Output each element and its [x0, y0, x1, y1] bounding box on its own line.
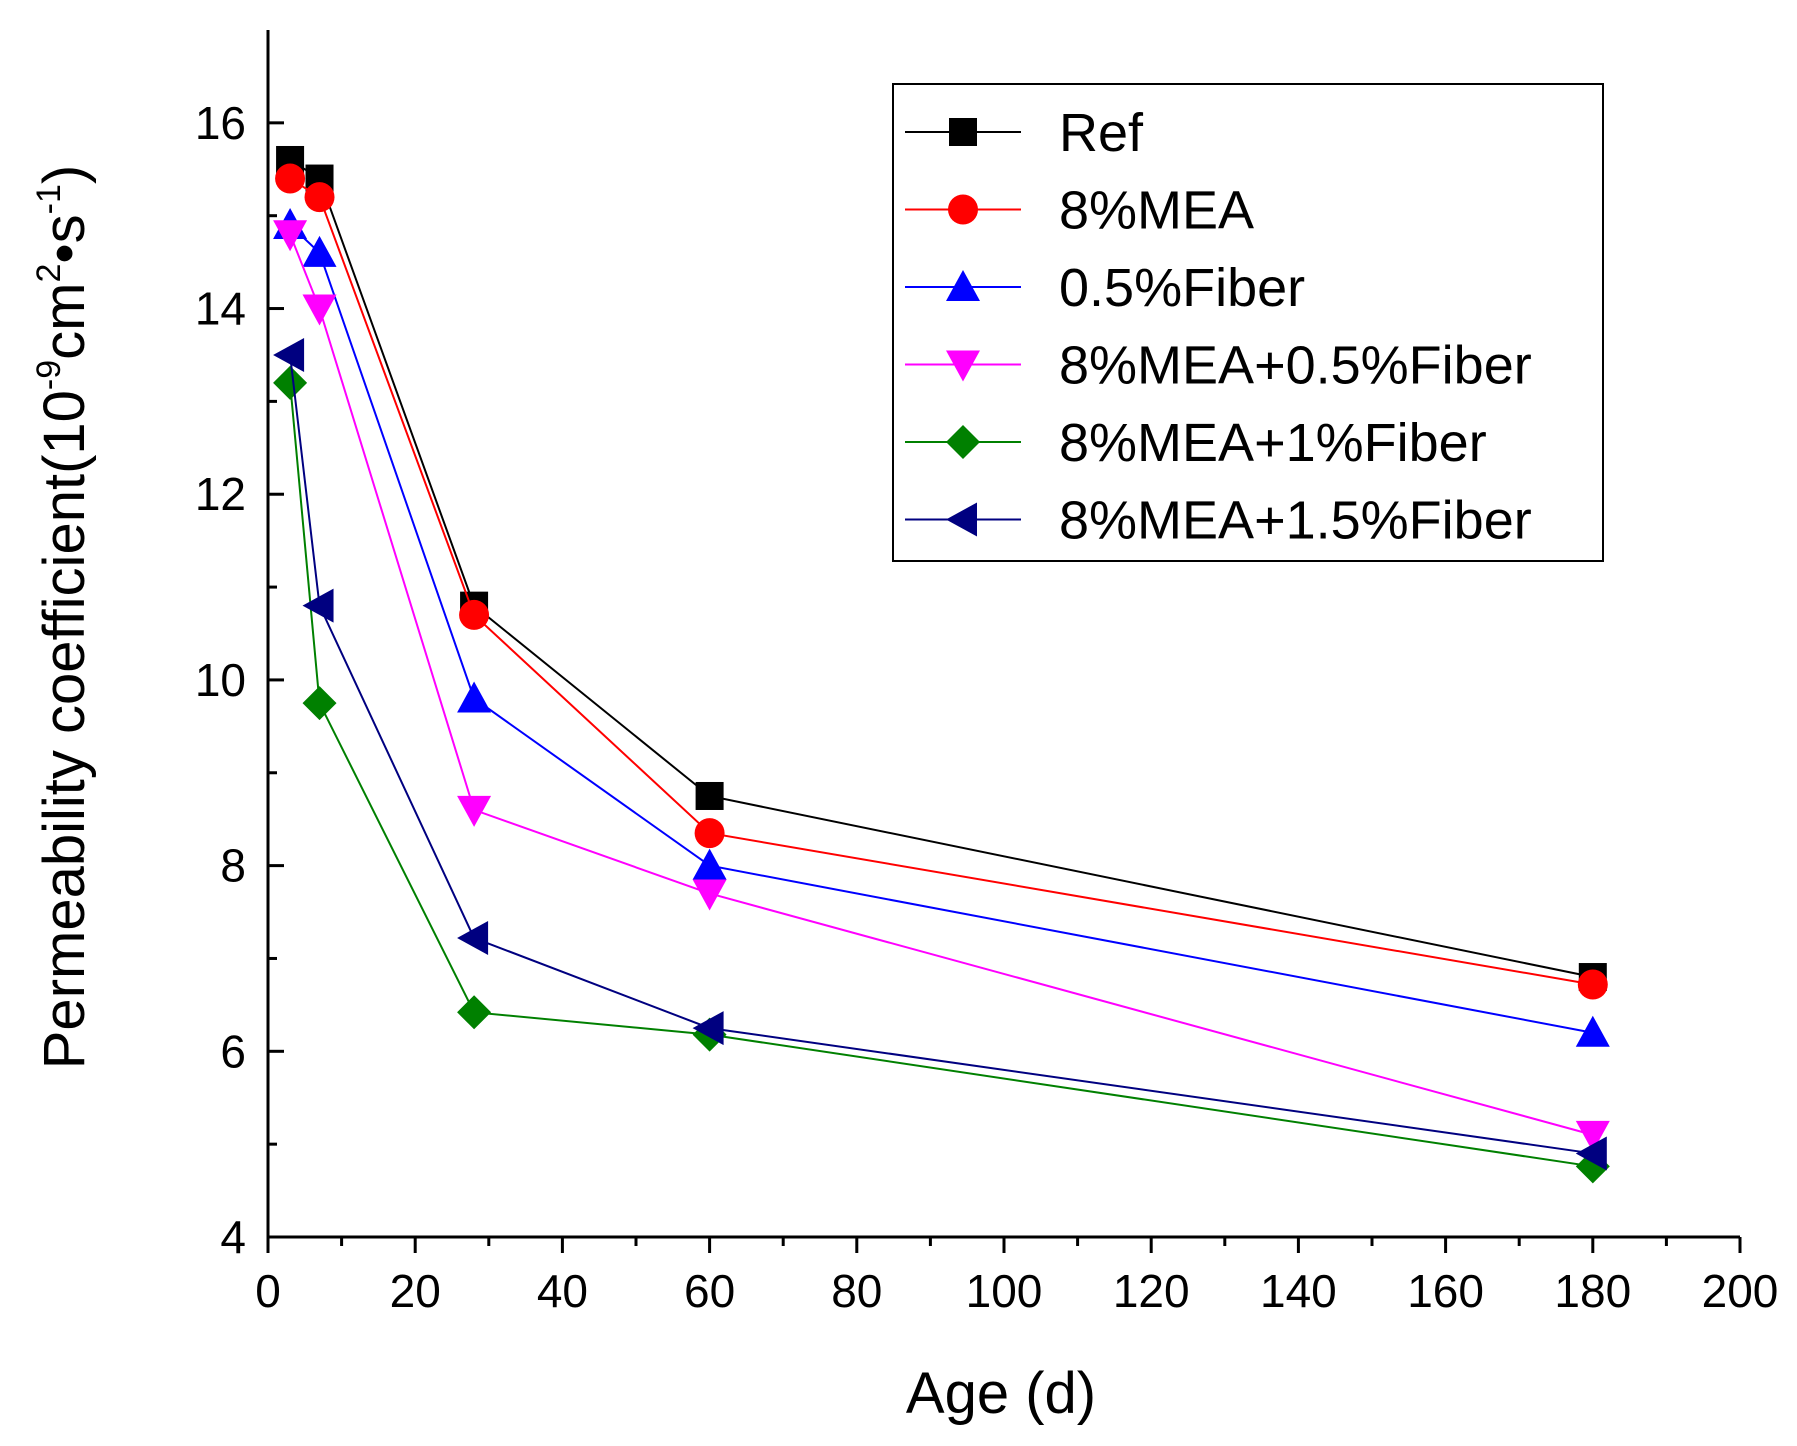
- y-tick-label: 12: [195, 468, 246, 520]
- axes: 0 20 40 60 80 100 120 140 160 180 200 4 6 8 10 12 14 16: [195, 30, 1779, 1317]
- legend-marker: [946, 502, 977, 537]
- data-point: [692, 1011, 724, 1046]
- x-tick-label: 60: [684, 1265, 735, 1317]
- data-point: [275, 163, 306, 194]
- series-group: [273, 145, 1610, 1184]
- data-point: [302, 686, 337, 721]
- data-point: [273, 220, 308, 252]
- data-point: [273, 365, 308, 400]
- legend-item: 8%MEA: [905, 181, 1254, 241]
- legend-marker: [946, 425, 980, 459]
- data-point: [1577, 969, 1608, 1000]
- data-point: [457, 921, 489, 956]
- series-5: [273, 337, 1607, 1171]
- y-tick-label: 6: [220, 1025, 246, 1077]
- data-point: [695, 781, 724, 810]
- y-tick-label: 10: [195, 654, 246, 706]
- x-axis-title: Age (d): [906, 1361, 1096, 1426]
- legend-label: 8%MEA+0.5%Fiber: [1059, 336, 1532, 396]
- legend-marker: [946, 270, 980, 301]
- series-1: [275, 163, 1608, 1000]
- x-tick-label: 20: [390, 1265, 441, 1317]
- data-point: [457, 681, 492, 713]
- data-point: [302, 588, 334, 623]
- legend-label: 8%MEA: [1059, 181, 1254, 241]
- x-tick-label: 180: [1554, 1265, 1631, 1317]
- x-tick-label: 120: [1113, 1265, 1190, 1317]
- legend-marker: [948, 194, 978, 225]
- legend-item: 0.5%Fiber: [905, 258, 1305, 318]
- x-tick-label: 40: [537, 1265, 588, 1317]
- y-axis-title: Permeability coefficient(10-9cm2•s-1): [30, 165, 97, 1070]
- y-tick-label: 8: [220, 840, 246, 892]
- legend: Ref 8%MEA 0.5%Fiber 8%MEA+0.5%Fiber 8%MEA+1%…: [892, 83, 1604, 562]
- y-tick-label: 16: [195, 97, 246, 149]
- series-4: [273, 365, 1610, 1184]
- legend-label: 0.5%Fiber: [1059, 258, 1305, 318]
- x-tick-label: 80: [831, 1265, 882, 1317]
- data-point: [273, 337, 305, 372]
- data-point: [302, 235, 337, 267]
- x-tick-label: 160: [1407, 1265, 1484, 1317]
- data-point: [694, 818, 725, 849]
- x-tick-label: 140: [1260, 1265, 1337, 1317]
- legend-marker: [949, 118, 977, 146]
- data-point: [1575, 1136, 1607, 1171]
- legend-label: Ref: [1059, 103, 1144, 163]
- y-tick-label: 14: [195, 283, 246, 335]
- x-tick-label: 0: [255, 1265, 281, 1317]
- data-point: [692, 879, 727, 911]
- data-point: [304, 182, 335, 213]
- legend-item: 8%MEA+0.5%Fiber: [905, 336, 1532, 396]
- series-3: [273, 220, 1610, 1152]
- legend-label: 8%MEA+1%Fiber: [1059, 413, 1487, 473]
- legend-item: 8%MEA+1.5%Fiber: [905, 491, 1532, 551]
- data-point: [457, 995, 492, 1030]
- data-point: [459, 599, 490, 630]
- x-tick-label: 200: [1702, 1265, 1779, 1317]
- legend-label: 8%MEA+1.5%Fiber: [1059, 491, 1532, 551]
- x-tick-label: 100: [966, 1265, 1043, 1317]
- data-point: [692, 848, 727, 880]
- legend-item: Ref: [905, 103, 1144, 163]
- data-point: [1575, 1120, 1610, 1152]
- data-point: [457, 795, 492, 827]
- legend-item: 8%MEA+1%Fiber: [905, 413, 1487, 473]
- data-point: [1575, 1015, 1610, 1047]
- legend-box: [892, 83, 1604, 562]
- y-tick-label: 4: [220, 1211, 246, 1263]
- legend-marker: [946, 350, 980, 382]
- data-point: [302, 294, 337, 326]
